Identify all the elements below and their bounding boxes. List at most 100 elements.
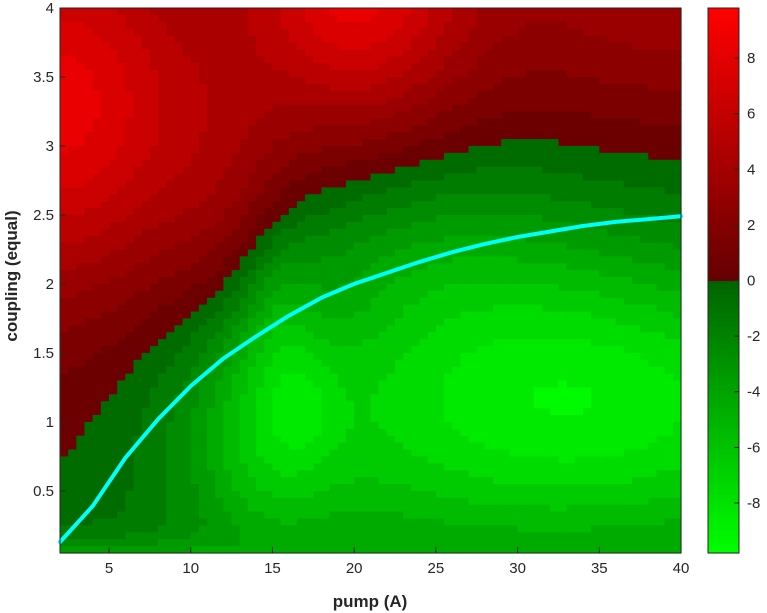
heatmap-cell <box>419 497 429 506</box>
heatmap-cell <box>288 132 298 140</box>
heatmap-cell <box>427 235 437 244</box>
heatmap-cell <box>256 221 265 230</box>
heatmap-cell <box>117 525 126 533</box>
heatmap-cell <box>231 421 241 430</box>
heatmap-cell <box>566 249 576 257</box>
heatmap-cell <box>231 318 241 326</box>
heatmap-cell <box>362 159 372 168</box>
heatmap-cell <box>92 352 102 361</box>
heatmap-cell <box>76 421 86 430</box>
heatmap-cell <box>92 14 102 23</box>
heatmap-cell <box>419 546 429 554</box>
heatmap-cell <box>182 97 192 106</box>
heatmap-cell <box>378 21 388 30</box>
heatmap-cell <box>550 270 560 278</box>
heatmap-cell <box>501 352 511 361</box>
heatmap-cell <box>370 187 380 195</box>
heatmap-cell <box>329 28 339 37</box>
heatmap-cell <box>247 470 257 478</box>
heatmap-cell <box>239 166 249 175</box>
heatmap-cell <box>337 539 347 547</box>
heatmap-cell <box>444 90 453 99</box>
heatmap-cell <box>386 359 396 368</box>
heatmap-cell <box>452 290 461 299</box>
heatmap-cell <box>460 139 470 147</box>
heatmap-cell <box>84 118 94 126</box>
heatmap-cell <box>190 283 200 292</box>
heatmap-cell <box>272 415 282 423</box>
heatmap-cell <box>460 35 470 44</box>
heatmap-cell <box>207 49 216 57</box>
heatmap-cell <box>345 14 355 23</box>
heatmap-cell <box>313 546 323 554</box>
heatmap-cell <box>345 56 355 64</box>
heatmap-cell <box>84 221 94 230</box>
heatmap-cell <box>411 339 421 347</box>
heatmap-cell <box>125 490 135 499</box>
heatmap-cell <box>566 21 576 30</box>
heatmap-cell <box>345 339 355 347</box>
heatmap-cell <box>207 490 216 499</box>
heatmap-cell <box>517 490 527 499</box>
heatmap-cell <box>198 539 208 547</box>
heatmap-cell <box>239 208 249 216</box>
heatmap-cell <box>427 56 437 64</box>
heatmap-cell <box>362 325 372 333</box>
heatmap-cell <box>264 235 274 244</box>
heatmap-cell <box>476 470 486 478</box>
heatmap-cell <box>207 318 216 326</box>
heatmap-cell <box>296 415 306 423</box>
heatmap-cell <box>166 304 175 313</box>
heatmap-cell <box>501 76 511 85</box>
heatmap-cell <box>190 42 200 50</box>
heatmap-cell <box>378 97 388 106</box>
heatmap-cell <box>231 194 241 202</box>
heatmap-cell <box>419 270 429 278</box>
heatmap-cell <box>395 304 404 313</box>
heatmap-cell <box>280 290 290 299</box>
heatmap-cell <box>76 90 86 99</box>
heatmap-cell <box>435 428 445 437</box>
heatmap-cell <box>215 511 225 520</box>
heatmap-cell <box>411 83 421 92</box>
heatmap-cell <box>419 42 429 50</box>
heatmap-cell <box>354 359 363 368</box>
heatmap-cell <box>370 132 380 140</box>
heatmap-cell <box>247 332 257 340</box>
heatmap-cell <box>435 325 445 333</box>
heatmap-cell <box>460 180 470 188</box>
heatmap-cell <box>313 366 323 375</box>
heatmap-cell <box>76 76 86 85</box>
heatmap-cell <box>370 263 380 271</box>
heatmap-cell <box>493 14 502 23</box>
heatmap-cell <box>550 477 560 485</box>
heatmap-cell <box>288 366 298 375</box>
heatmap-cell <box>60 408 69 416</box>
heatmap-cell <box>509 173 519 182</box>
heatmap-cell <box>223 484 233 492</box>
heatmap-cell <box>239 270 249 278</box>
heatmap-cell <box>501 249 511 257</box>
heatmap-cell <box>117 125 126 133</box>
heatmap-cell <box>533 14 543 23</box>
heatmap-cell <box>174 208 184 216</box>
heatmap-cell <box>76 532 86 540</box>
heatmap-cell <box>550 21 560 30</box>
heatmap-cell <box>542 346 551 354</box>
heatmap-cell <box>395 339 404 347</box>
heatmap-cell <box>566 28 576 37</box>
heatmap-cell <box>468 97 478 106</box>
heatmap-cell <box>509 228 519 237</box>
heatmap-cell <box>288 76 298 85</box>
heatmap-cell <box>313 359 323 368</box>
heatmap-cell <box>403 277 412 285</box>
heatmap-cell <box>264 8 274 16</box>
heatmap-cell <box>435 463 445 471</box>
heatmap-cell <box>60 477 69 485</box>
heatmap-cell <box>117 208 126 216</box>
heatmap-cell <box>141 70 151 78</box>
heatmap-cell <box>476 318 486 326</box>
heatmap-cell <box>484 387 494 395</box>
heatmap-cell <box>542 221 551 230</box>
heatmap-cell <box>272 435 282 444</box>
